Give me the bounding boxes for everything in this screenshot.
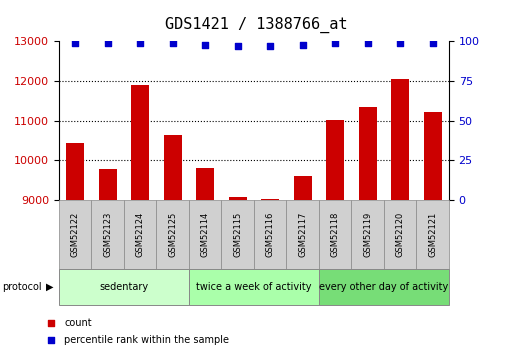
Bar [229,197,247,200]
Text: GSM52116: GSM52116 [266,212,274,257]
Point [265,121,273,127]
Text: twice a week of activity: twice a week of activity [196,282,312,292]
Bar [424,112,442,200]
Point [396,40,404,46]
Text: GSM52120: GSM52120 [396,212,405,257]
Bar [131,85,149,200]
Text: GSM52118: GSM52118 [331,212,340,257]
Bar [66,142,84,200]
Point [265,278,273,284]
Bar [294,176,311,200]
Bar [59,200,91,269]
Text: GSM52115: GSM52115 [233,212,242,257]
Text: GSM52117: GSM52117 [298,212,307,257]
Point [169,40,177,46]
Point [71,40,80,46]
Bar [384,200,417,269]
Point [364,40,372,46]
Bar [326,120,344,200]
Point [331,40,339,46]
Point [299,42,307,47]
Bar [222,200,254,269]
Point [266,43,274,49]
Text: sedentary: sedentary [100,282,149,292]
Bar [319,200,351,269]
Text: ▶: ▶ [46,282,54,292]
Point [136,40,144,46]
Bar [417,200,449,269]
Point [233,43,242,49]
Text: every other day of activity: every other day of activity [319,282,448,292]
Text: GSM52122: GSM52122 [71,212,80,257]
Text: count: count [65,318,92,327]
Bar [59,269,189,305]
Point [201,42,209,47]
Bar [319,269,449,305]
Bar [351,200,384,269]
Bar [189,200,222,269]
Bar [91,200,124,269]
Bar [189,269,319,305]
Text: GDS1421 / 1388766_at: GDS1421 / 1388766_at [165,17,348,33]
Text: protocol: protocol [3,282,42,292]
Bar [286,200,319,269]
Bar [359,107,377,200]
Bar [164,135,182,200]
Bar [254,200,286,269]
Bar [391,79,409,200]
Bar [156,200,189,269]
Bar [261,199,279,200]
Text: percentile rank within the sample: percentile rank within the sample [65,335,229,345]
Point [428,40,437,46]
Bar [196,168,214,200]
Point [104,40,112,46]
Text: GSM52124: GSM52124 [136,212,145,257]
Text: GSM52123: GSM52123 [103,212,112,257]
Bar [124,200,156,269]
Bar [99,169,116,200]
Text: GSM52125: GSM52125 [168,212,177,257]
Text: GSM52119: GSM52119 [363,212,372,257]
Text: GSM52121: GSM52121 [428,212,437,257]
Text: GSM52114: GSM52114 [201,212,210,257]
